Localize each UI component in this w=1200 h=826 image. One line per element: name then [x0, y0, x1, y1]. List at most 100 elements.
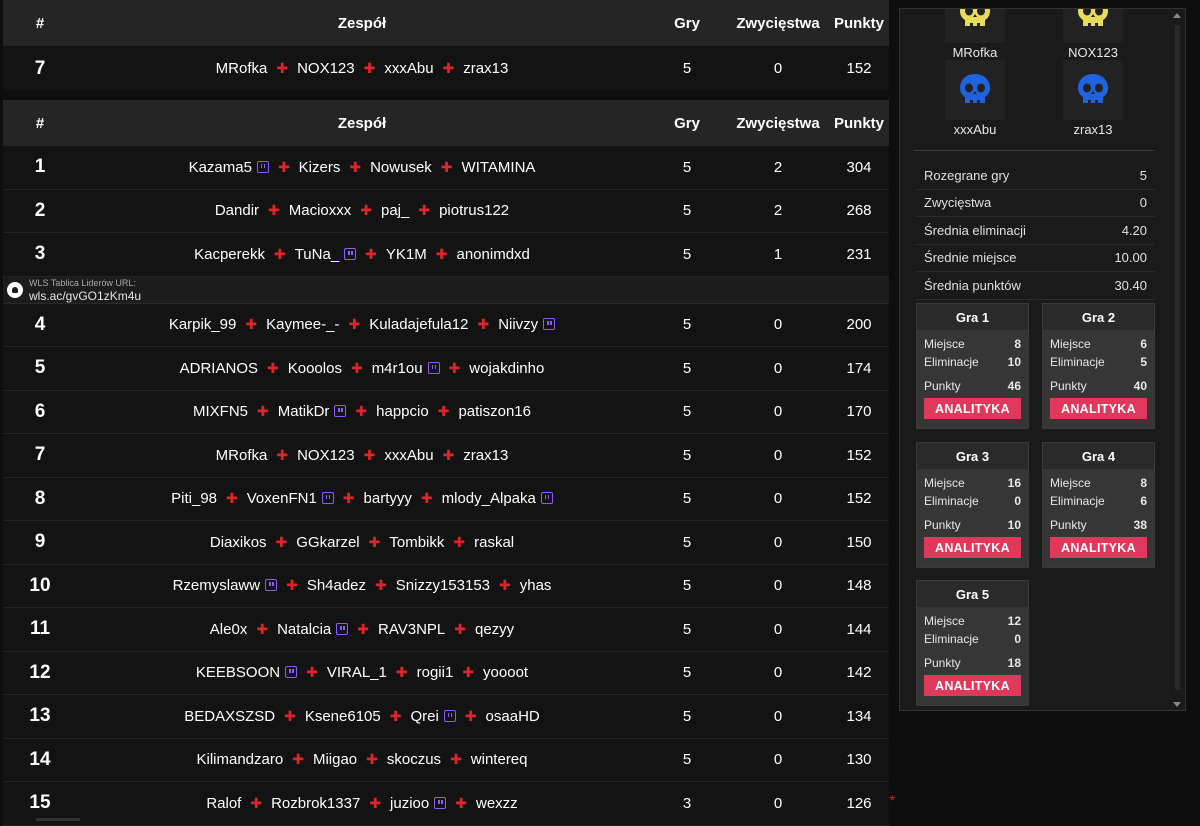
- twitch-icon[interactable]: [334, 405, 347, 418]
- scroll-up-icon[interactable]: [1173, 13, 1181, 18]
- player-name[interactable]: yoooot: [483, 664, 529, 682]
- player-name[interactable]: GGkarzel: [296, 533, 360, 551]
- table-row[interactable]: 6 MIXFN5 ✚ MatikDr ✚ happcio ✚ patiszon16 5 0 170: [3, 390, 889, 434]
- player-name[interactable]: Diaxikos: [209, 533, 267, 551]
- table-row[interactable]: 14 Kilimandzaro ✚ Miigao ✚ skoczus ✚ wintereq 5 0…: [3, 738, 889, 782]
- analytics-button[interactable]: ANALITYKA: [924, 537, 1021, 558]
- player-name[interactable]: piotrus122: [439, 202, 510, 220]
- panel-player[interactable]: zrax13: [1048, 60, 1138, 137]
- player-name[interactable]: anonimdxd: [456, 245, 530, 263]
- player-name[interactable]: NOX123: [297, 446, 355, 464]
- twitch-icon[interactable]: [540, 492, 553, 505]
- bottom-scrollbar[interactable]: [36, 818, 80, 821]
- player-name[interactable]: Kooolos: [287, 359, 342, 377]
- table-row[interactable]: 2 Dandir ✚ Macioxxx ✚ paj_ ✚ piotrus122 5 2 268: [3, 189, 889, 233]
- player-name[interactable]: RAV3NPL: [378, 620, 446, 638]
- player-name[interactable]: xxxAbu: [384, 446, 434, 464]
- player-name[interactable]: Dandir: [214, 202, 260, 220]
- player-name[interactable]: Kuladajefula12: [369, 316, 469, 334]
- player-name[interactable]: YK1M: [385, 245, 427, 263]
- player-name[interactable]: osaaHD: [485, 707, 540, 725]
- player-name[interactable]: KEEBSOON: [195, 664, 281, 682]
- player-name[interactable]: MatikDr: [277, 403, 330, 421]
- player-name[interactable]: Qrei: [410, 707, 439, 725]
- table-row[interactable]: 7 MRofka ✚ NOX123 ✚ xxxAbu ✚ zrax13 5 0 152: [3, 434, 889, 478]
- player-name[interactable]: Kizers: [298, 158, 341, 176]
- twitch-icon[interactable]: [344, 247, 357, 260]
- scrollbar-thumb[interactable]: [1175, 25, 1180, 690]
- player-name[interactable]: MRofka: [215, 446, 268, 464]
- panel-player[interactable]: MRofka: [930, 9, 1020, 60]
- player-name[interactable]: BEDAXSZSD: [184, 707, 276, 725]
- player-name[interactable]: VIRAL_1: [326, 664, 387, 682]
- table-row[interactable]: 3 Kacperekk ✚ TuNa_ ✚ YK1M ✚ anonimdxd 5 1 231: [3, 233, 889, 277]
- player-name[interactable]: Snizzy153153: [395, 577, 490, 595]
- twitch-icon[interactable]: [285, 666, 298, 679]
- player-name[interactable]: VoxenFN1: [246, 490, 317, 508]
- player-name[interactable]: wexzz: [475, 794, 518, 812]
- scroll-down-icon[interactable]: [1173, 702, 1181, 707]
- table-row[interactable]: 1 Kazama5 ✚ Kizers ✚ Nowusek ✚ WITAMINA 5 2 304: [3, 146, 889, 190]
- table-row[interactable]: 11 Ale0x ✚ Natalcia ✚ RAV3NPL ✚ qezyy 5 0 144: [3, 608, 889, 652]
- player-name[interactable]: ADRIANOS: [179, 359, 258, 377]
- player-name[interactable]: Natalcia: [277, 620, 332, 638]
- player-name[interactable]: Karpik_99: [168, 316, 237, 334]
- twitch-icon[interactable]: [321, 492, 334, 505]
- twitch-icon[interactable]: [265, 579, 278, 592]
- table-row[interactable]: 5 ADRIANOS ✚ Kooolos ✚ m4r1ou ✚ wojakdinho 5 0 174: [3, 347, 889, 391]
- player-name[interactable]: m4r1ou: [371, 359, 423, 377]
- player-name[interactable]: paj_: [381, 202, 410, 220]
- player-name[interactable]: Nowusek: [370, 158, 432, 176]
- player-name[interactable]: bartyyy: [363, 490, 412, 508]
- player-name[interactable]: Sh4adez: [306, 577, 367, 595]
- player-name[interactable]: mlody_Alpaka: [441, 490, 536, 508]
- player-name[interactable]: patiszon16: [458, 403, 531, 421]
- player-name[interactable]: WITAMINA: [461, 158, 536, 176]
- player-name[interactable]: Piti_98: [171, 490, 218, 508]
- panel-scrollbar[interactable]: [1171, 9, 1185, 710]
- analytics-button[interactable]: ANALITYKA: [1050, 398, 1147, 419]
- player-name[interactable]: skoczus: [386, 751, 442, 769]
- table-row[interactable]: 13 BEDAXSZSD ✚ Ksene6105 ✚ Qrei ✚ osaaHD 5 0 134: [3, 695, 889, 739]
- player-name[interactable]: juzioo: [390, 794, 430, 812]
- player-name[interactable]: Ale0x: [209, 620, 248, 638]
- player-name[interactable]: happcio: [376, 403, 429, 421]
- player-name[interactable]: raskal: [474, 533, 515, 551]
- player-name[interactable]: Ksene6105: [304, 707, 381, 725]
- table-row[interactable]: 8 Piti_98 ✚ VoxenFN1 ✚ bartyyy ✚ mlody_Alpaka 5 0…: [3, 477, 889, 521]
- player-name[interactable]: Macioxxx: [288, 202, 352, 220]
- player-name[interactable]: Rozbrok1337: [271, 794, 361, 812]
- table-row[interactable]: 15 Ralof ✚ Rozbrok1337 ✚ juzioo ✚ wexzz 3 0 126 *: [3, 782, 895, 826]
- table-row[interactable]: 9 Diaxikos ✚ GGkarzel ✚ Tombikk ✚ raskal 5 0 150: [3, 521, 889, 565]
- player-name[interactable]: yhas: [519, 577, 552, 595]
- player-name[interactable]: Rzemyslaww: [172, 577, 261, 595]
- panel-player[interactable]: NOX123: [1048, 9, 1138, 60]
- pinned-team-row[interactable]: 7 MRofka ✚ NOX123 ✚ xxxAbu ✚ zrax13 5 0 152: [3, 46, 889, 91]
- wls-url[interactable]: wls.ac/gvGO1zKm4u: [29, 288, 142, 303]
- player-name[interactable]: Kaymee-_-: [266, 316, 340, 334]
- analytics-button[interactable]: ANALITYKA: [924, 675, 1021, 696]
- player-name[interactable]: MIXFN5: [193, 403, 249, 421]
- player-name[interactable]: zrax13: [463, 446, 509, 464]
- panel-player[interactable]: xxxAbu: [930, 60, 1020, 137]
- table-row[interactable]: 10 Rzemyslaww ✚ Sh4adez ✚ Snizzy153153 ✚ yhas 5 0…: [3, 564, 889, 608]
- player-name[interactable]: Kacperekk: [194, 245, 265, 263]
- twitch-icon[interactable]: [543, 318, 556, 331]
- player-name[interactable]: rogii1: [416, 664, 454, 682]
- player-name[interactable]: Miigao: [312, 751, 358, 769]
- twitch-icon[interactable]: [434, 796, 447, 809]
- player-name[interactable]: Niivzy: [498, 316, 539, 334]
- player-name[interactable]: wintereq: [470, 751, 528, 769]
- player-name[interactable]: qezyy: [475, 620, 515, 638]
- player-name[interactable]: Kazama5: [188, 158, 252, 176]
- twitch-icon[interactable]: [443, 709, 456, 722]
- table-row[interactable]: 4 Karpik_99 ✚ Kaymee-_- ✚ Kuladajefula12 ✚ Niiv…: [3, 303, 889, 347]
- player-name[interactable]: wojakdinho: [469, 359, 545, 377]
- twitch-icon[interactable]: [336, 622, 349, 635]
- analytics-button[interactable]: ANALITYKA: [1050, 537, 1147, 558]
- twitch-icon[interactable]: [427, 361, 440, 374]
- analytics-button[interactable]: ANALITYKA: [924, 398, 1021, 419]
- table-row[interactable]: 12 KEEBSOON ✚ VIRAL_1 ✚ rogii1 ✚ yoooot 5 0 142: [3, 651, 889, 695]
- player-name[interactable]: Tombikk: [389, 533, 445, 551]
- player-name[interactable]: Kilimandzaro: [196, 751, 284, 769]
